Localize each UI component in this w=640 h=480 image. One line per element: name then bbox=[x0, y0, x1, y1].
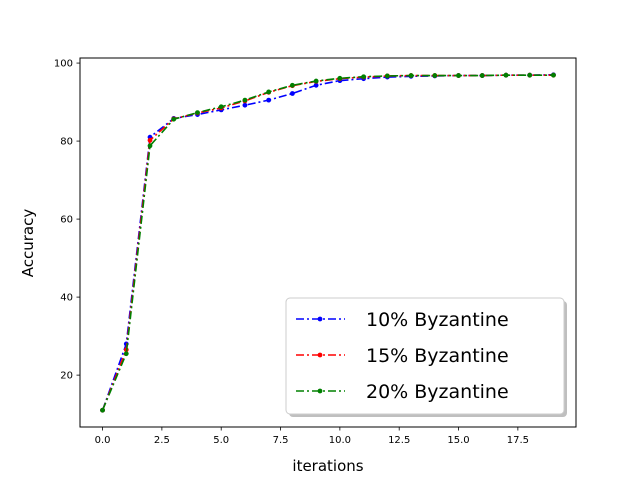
data-point bbox=[266, 89, 272, 95]
legend-box bbox=[285, 297, 565, 415]
data-point bbox=[479, 73, 485, 78]
legend: 10% Byzantine 15% Byzantine 20% Byzantine bbox=[285, 297, 567, 417]
legend-label: 10% Byzantine bbox=[366, 309, 509, 331]
data-point bbox=[313, 78, 319, 84]
x-tick-label: 7.5 bbox=[273, 435, 289, 446]
legend-swatch-marker bbox=[317, 352, 323, 358]
data-point bbox=[527, 72, 533, 78]
data-point bbox=[195, 110, 200, 116]
x-tick-label: 17.5 bbox=[507, 435, 529, 446]
data-point bbox=[147, 137, 153, 143]
legend-label: 20% Byzantine bbox=[366, 381, 509, 403]
x-tick-label: 12.5 bbox=[388, 435, 410, 446]
series-line-1 bbox=[101, 73, 554, 411]
series-line-3 bbox=[101, 74, 554, 411]
data-point bbox=[361, 74, 366, 80]
x-axis: 0.0 2.5 5.0 7.5 10.0 12.5 15.0 17.5 bbox=[95, 427, 529, 446]
data-point bbox=[123, 351, 129, 357]
data-point bbox=[266, 97, 272, 103]
y-axis-label: Accuracy bbox=[19, 209, 37, 278]
x-tick-label: 2.5 bbox=[154, 435, 170, 446]
data-point bbox=[384, 73, 390, 79]
x-tick-label: 0.0 bbox=[95, 435, 111, 446]
data-point bbox=[218, 104, 224, 110]
y-axis: 20 40 60 80 100 bbox=[54, 59, 80, 382]
data-point bbox=[503, 72, 509, 78]
data-point bbox=[290, 82, 295, 88]
x-tick-label: 15.0 bbox=[447, 435, 469, 446]
data-point bbox=[242, 97, 248, 103]
data-point bbox=[100, 407, 105, 413]
x-tick-label: 10.0 bbox=[329, 435, 351, 446]
data-point bbox=[242, 102, 248, 108]
data-point bbox=[551, 72, 556, 78]
y-tick-label: 80 bbox=[60, 137, 73, 148]
y-tick-label: 60 bbox=[60, 215, 73, 226]
x-tick-label: 5.0 bbox=[213, 435, 229, 446]
data-point bbox=[337, 75, 343, 81]
data-point bbox=[408, 73, 414, 78]
legend-swatch-marker bbox=[317, 316, 323, 322]
legend-label: 15% Byzantine bbox=[366, 345, 509, 367]
data-point bbox=[290, 91, 295, 96]
data-point bbox=[147, 143, 153, 149]
data-point bbox=[432, 73, 438, 78]
data-point bbox=[313, 82, 319, 88]
series-layer bbox=[100, 72, 556, 413]
plot-frame bbox=[79, 57, 577, 428]
y-tick-label: 20 bbox=[60, 371, 73, 382]
data-point bbox=[456, 73, 461, 78]
data-point bbox=[171, 116, 177, 122]
legend-swatch-marker bbox=[317, 388, 323, 394]
y-tick-label: 100 bbox=[54, 59, 73, 70]
y-tick-label: 40 bbox=[60, 293, 73, 304]
x-axis-label: iterations bbox=[292, 457, 363, 475]
